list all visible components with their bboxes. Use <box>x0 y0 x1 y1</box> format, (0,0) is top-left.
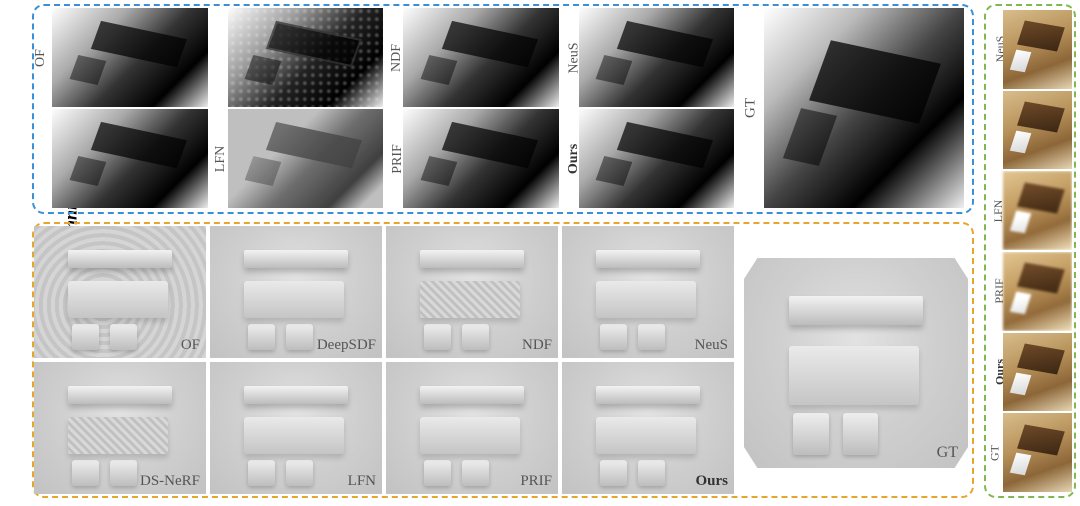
mesh-cell: OF <box>34 226 206 358</box>
mesh-cell: Ours <box>562 362 734 494</box>
color-cell: LFN <box>988 171 1072 250</box>
mesh-cell: PRIF <box>386 362 558 494</box>
mesh-method-label: LFN <box>348 473 376 490</box>
depth-method-label: LFN <box>213 145 229 171</box>
depth-gt-label: GT <box>743 98 760 118</box>
depth-cell: NDF <box>385 8 559 107</box>
color-cell: NeuS <box>988 10 1072 89</box>
color-render <box>1003 10 1072 89</box>
depth-render <box>52 109 208 208</box>
mesh-method-label: NeuS <box>695 337 728 354</box>
mesh-gt: GT <box>744 258 968 468</box>
depth-render <box>579 109 735 208</box>
depth-render <box>52 8 208 107</box>
depth-cell: OF <box>34 8 208 107</box>
mesh-gt-label: GT <box>937 444 958 462</box>
color-column: NeuSDS-NeRFLFNPRIFOurs GT <box>988 10 1072 492</box>
depth-cell: DS-NeRF <box>34 109 208 208</box>
mesh-method-label: DS-NeRF <box>140 473 200 490</box>
depth-cell: NeuS <box>561 8 735 107</box>
color-render <box>1003 252 1072 331</box>
mesh-cell: DS-NeRF <box>34 362 206 494</box>
color-method-label: GT <box>988 445 1003 461</box>
color-render <box>1003 333 1072 412</box>
color-cell: DS-NeRF <box>988 91 1072 170</box>
color-cell: Ours <box>988 333 1072 412</box>
depth-method-label: OF <box>34 49 49 67</box>
depth-render <box>579 8 735 107</box>
depth-render <box>403 8 559 107</box>
depth-cell: Ours <box>561 109 735 208</box>
depth-render <box>228 109 384 208</box>
mesh-cell: NeuS <box>562 226 734 358</box>
depth-gt: GT <box>744 8 968 208</box>
color-render <box>1003 91 1072 170</box>
mesh-cell: LFN <box>210 362 382 494</box>
color-render <box>1003 413 1072 492</box>
mesh-method-label: OF <box>181 337 200 354</box>
depth-grid: OF DeepSDFNDFNeuS DS-NeRF LFN PRIFOurs <box>34 8 734 208</box>
mesh-cell: NDF <box>386 226 558 358</box>
mesh-method-label: Ours <box>695 473 728 490</box>
depth-cell: PRIF <box>385 109 559 208</box>
mesh-method-label: PRIF <box>520 473 552 490</box>
mesh-cell: DeepSDF <box>210 226 382 358</box>
depth-render <box>228 8 384 107</box>
color-cell: GT <box>988 413 1072 492</box>
mesh-method-label: NDF <box>522 337 552 354</box>
depth-cell: DeepSDF <box>210 8 384 107</box>
color-cell: PRIF <box>988 252 1072 331</box>
color-render <box>1003 171 1072 250</box>
depth-render <box>403 109 559 208</box>
depth-cell: LFN <box>210 109 384 208</box>
mesh-method-label: DeepSDF <box>317 337 376 354</box>
mesh-grid: OF DeepSDF NDF NeuS DS-NeRF LFN PRIF Ours <box>34 226 734 494</box>
